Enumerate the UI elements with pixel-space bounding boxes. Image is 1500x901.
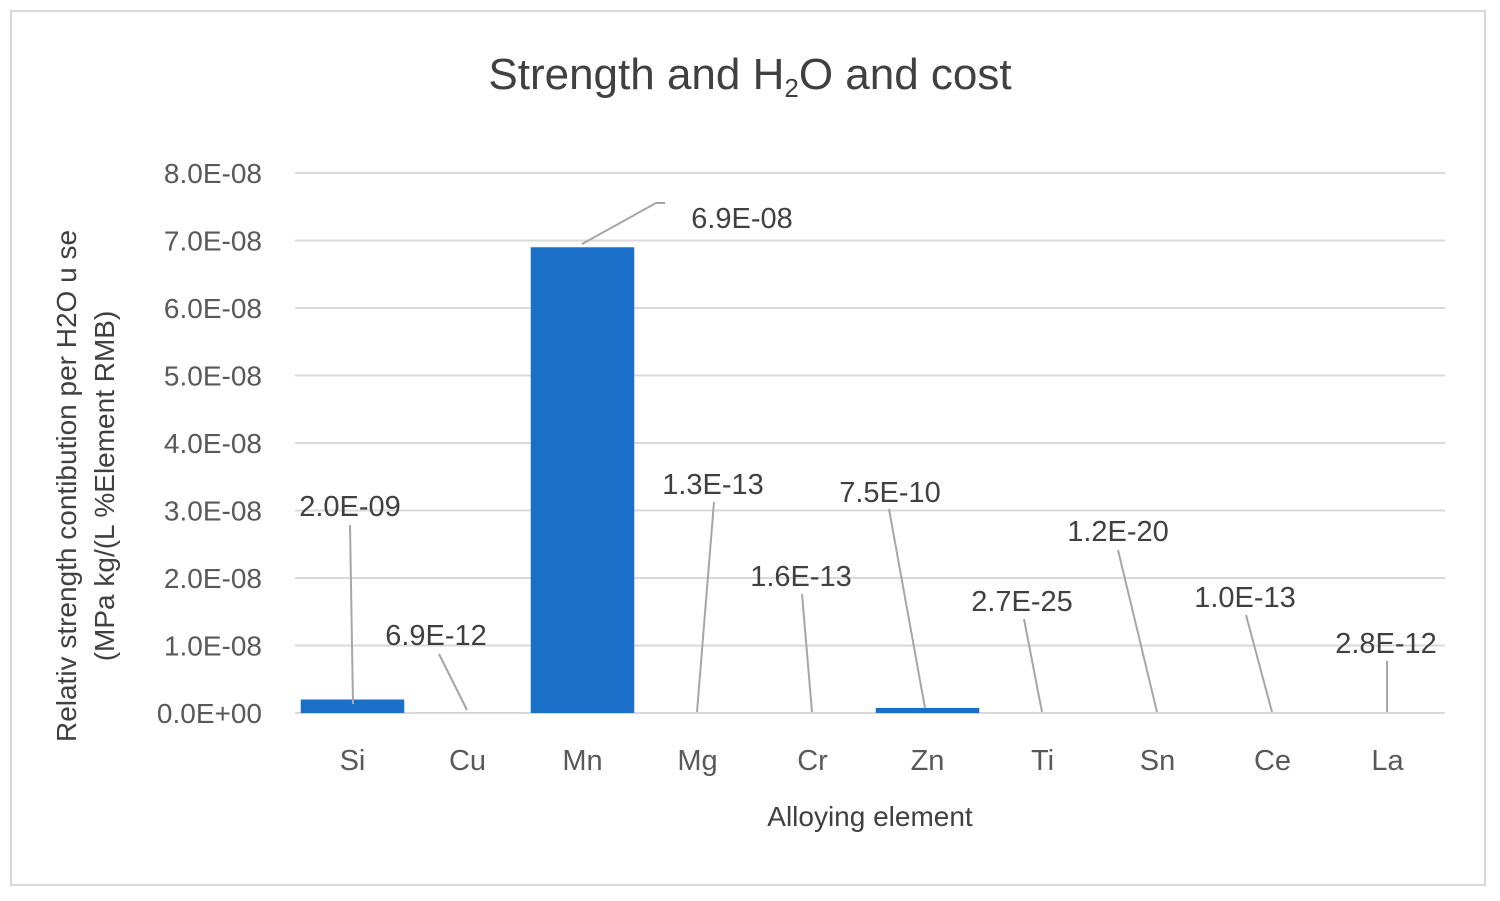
data-label-ti: 2.7E-25	[971, 586, 1073, 618]
y-tick-label: 4.0E-08	[164, 428, 262, 459]
x-tick-label: Mn	[562, 745, 602, 777]
chart-title: Strength and H2O and cost	[488, 50, 1012, 103]
leader-lines	[349, 202, 1388, 713]
y-tick-label: 0.0E+00	[157, 698, 262, 729]
y-axis-title-line2: (MPa kg/(L %Element RMB)	[89, 311, 120, 662]
data-labels: 2.0E-09 6.9E-12 6.9E-08 1.3E-13 1.6E-13 7.5E-…	[299, 203, 1437, 660]
data-label-zn: 7.5E-10	[839, 477, 941, 509]
x-tick-label: Sn	[1140, 745, 1175, 777]
leader-line	[581, 202, 665, 245]
bar-mn	[530, 247, 635, 713]
y-axis-ticks: 0.0E+00 1.0E-08 2.0E-08 3.0E-08 4.0E-08 5.0E-…	[157, 158, 262, 729]
x-tick-label: Ce	[1254, 745, 1291, 777]
y-tick-label: 6.0E-08	[164, 293, 262, 324]
leader-line	[438, 653, 468, 711]
chart-frame	[10, 10, 1486, 886]
x-tick-label: Cr	[797, 745, 828, 777]
y-tick-label: 1.0E-08	[164, 631, 262, 662]
y-axis-title-line1: Relativ strength contibution per H2O u s…	[51, 230, 82, 742]
leader-line	[349, 524, 354, 705]
x-tick-label: Mg	[677, 745, 717, 777]
data-label-mg: 1.3E-13	[662, 469, 764, 501]
x-tick-label: Zn	[911, 745, 945, 777]
data-label-cu: 6.9E-12	[385, 620, 487, 652]
x-tick-label: Si	[340, 745, 366, 777]
bar-zn	[875, 707, 980, 713]
leader-line	[888, 508, 926, 709]
leader-line	[801, 593, 813, 713]
data-label-ce: 1.0E-13	[1194, 582, 1296, 614]
bar-si	[300, 699, 405, 713]
y-tick-label: 8.0E-08	[164, 158, 262, 189]
data-label-mn: 6.9E-08	[691, 203, 793, 235]
x-axis-title: Alloying element	[767, 801, 973, 832]
y-tick-label: 7.0E-08	[164, 226, 262, 257]
x-tick-label: La	[1371, 745, 1404, 777]
leader-line	[1117, 549, 1158, 713]
y-axis-title: Relativ strength contibution per H2O u s…	[51, 230, 120, 742]
bars	[300, 247, 1440, 713]
x-tick-label: Ti	[1031, 745, 1054, 777]
y-tick-label: 3.0E-08	[164, 496, 262, 527]
leader-line	[1023, 618, 1043, 713]
data-label-la: 2.8E-12	[1335, 628, 1437, 660]
data-label-sn: 1.2E-20	[1067, 516, 1169, 548]
y-tick-label: 2.0E-08	[164, 563, 262, 594]
x-axis-categories: Si Cu Mn Mg Cr Zn Ti Sn Ce La	[340, 745, 1405, 777]
data-label-cr: 1.6E-13	[750, 561, 852, 593]
y-tick-label: 5.0E-08	[164, 361, 262, 392]
leader-line	[1245, 614, 1273, 713]
leader-line	[696, 501, 715, 713]
data-label-si: 2.0E-09	[299, 491, 401, 523]
x-tick-label: Cu	[449, 745, 486, 777]
